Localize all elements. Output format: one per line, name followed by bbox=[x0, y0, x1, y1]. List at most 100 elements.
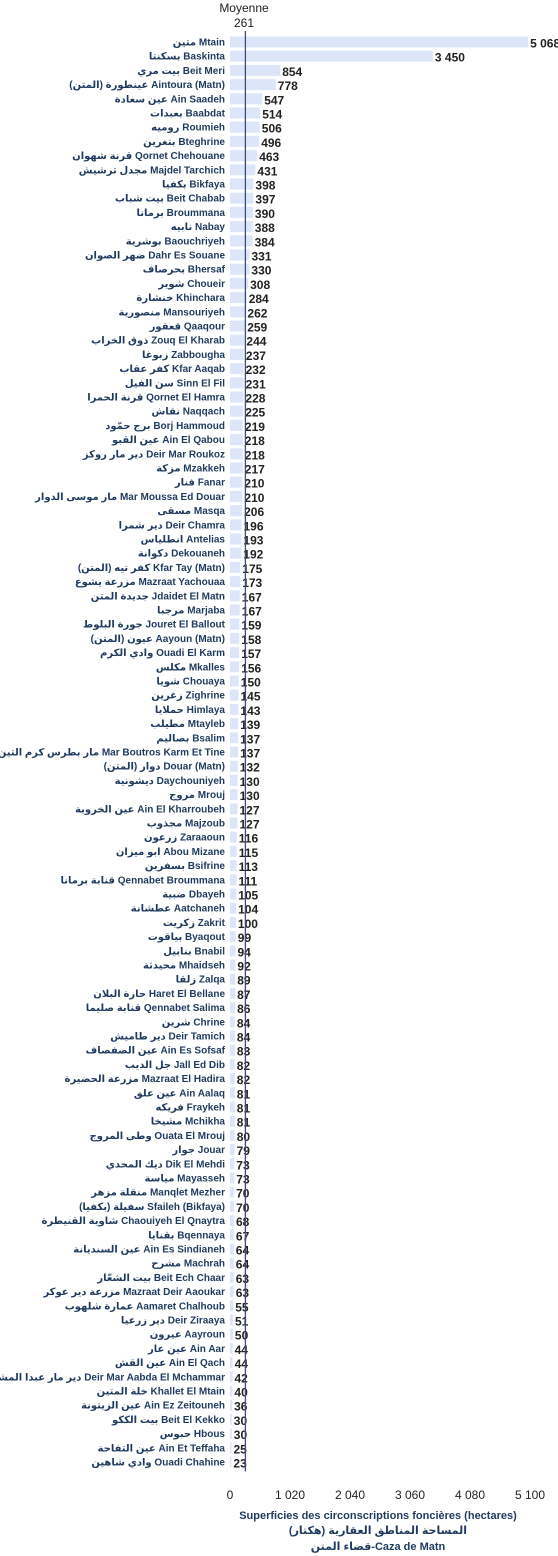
bar-row: بياقوت Byaqout 99 bbox=[148, 931, 251, 945]
category-label: بقنايا Bqennaya bbox=[148, 1230, 225, 1241]
category-label: كفر تيه (المتن) Kfar Tay (Matn) bbox=[78, 563, 225, 574]
bar-row: ضهر الصوان Dahr Es Souane 331 bbox=[85, 249, 272, 264]
bar bbox=[230, 1229, 234, 1241]
value-label: 192 bbox=[243, 548, 263, 562]
value-label: 84 bbox=[237, 1016, 251, 1030]
bar bbox=[230, 547, 242, 559]
category-label: قنابة صليما Qennabet Salima bbox=[86, 1003, 226, 1014]
value-label: 64 bbox=[236, 1244, 250, 1258]
bar-row: دير زرعيا Deir Ziraaya 51 bbox=[121, 1314, 249, 1329]
bar-row: بعبدات Baabdat 514 bbox=[150, 107, 283, 122]
category-label: عين الزيتونة Ain Ez Zeitouneh bbox=[81, 1401, 225, 1412]
x-tick-label: 0 bbox=[227, 1488, 234, 1502]
value-label: 127 bbox=[240, 818, 260, 832]
bar bbox=[230, 803, 238, 815]
category-label: دير مار عبدا المشمر Deir Mar Aabda El Mc… bbox=[0, 1372, 225, 1383]
bar-row: شرين Chrine 84 bbox=[162, 1016, 251, 1030]
bar-row: ضبية Dbayeh 105 bbox=[162, 888, 259, 903]
bar-row: نقاش Naqqach 225 bbox=[151, 405, 266, 420]
category-label: كفر عقاب Kfar Aaqab bbox=[119, 364, 225, 375]
value-label: 196 bbox=[244, 519, 264, 533]
bar-row: عين القبو Ain El Qabou 218 bbox=[111, 434, 265, 448]
value-label: 308 bbox=[250, 278, 270, 292]
bar bbox=[230, 718, 239, 730]
bar-row: دير مار عبدا المشمر Deir Mar Aabda El Mc… bbox=[0, 1371, 248, 1385]
category-label: منقلة مزهر Manqlet Mezher bbox=[90, 1188, 225, 1199]
value-label: 116 bbox=[239, 832, 259, 846]
bar-row: برج حمّود Borj Hammoud 219 bbox=[105, 419, 265, 434]
bar bbox=[230, 36, 529, 48]
value-label: 173 bbox=[242, 576, 262, 590]
bar-row: نابيه Nabay 388 bbox=[171, 221, 275, 235]
bar bbox=[230, 561, 241, 573]
bar-row: منقلة مزهر Manqlet Mezher 70 bbox=[90, 1186, 250, 1201]
value-label: 70 bbox=[236, 1187, 250, 1201]
category-label: مياسة Mayasseh bbox=[144, 1174, 225, 1185]
value-label: 193 bbox=[243, 534, 263, 548]
value-label: 175 bbox=[242, 562, 262, 576]
bar-row: زلقا Zalqa 89 bbox=[176, 973, 251, 988]
bar bbox=[230, 405, 244, 417]
value-label: 244 bbox=[246, 335, 266, 349]
bar bbox=[230, 675, 239, 687]
category-label: مطيلب Mtayleb bbox=[150, 719, 225, 730]
value-label: 73 bbox=[236, 1173, 250, 1187]
category-label: شويا Chouaya bbox=[156, 677, 225, 688]
bar bbox=[230, 774, 238, 786]
bar-row: مزرعة يشوع Mazraat Yachouaa 173 bbox=[75, 576, 263, 590]
bar bbox=[230, 292, 247, 304]
value-label: 104 bbox=[238, 903, 258, 917]
bar-row: دكوانة Dekouaneh 192 bbox=[138, 547, 264, 562]
bar-row: شوير Choueir 308 bbox=[157, 277, 270, 292]
value-label: 237 bbox=[246, 349, 266, 363]
value-label: 81 bbox=[237, 1102, 251, 1116]
bar bbox=[230, 348, 244, 360]
bar-row: مطيلب Mtayleb 139 bbox=[150, 718, 261, 732]
value-label: 81 bbox=[237, 1087, 251, 1101]
category-label: بسكنتا Baskinta bbox=[149, 52, 226, 63]
bar bbox=[230, 1002, 236, 1014]
category-label: ديك المحدي Dik El Mehdi bbox=[106, 1159, 225, 1170]
category-label: زكريت Zakrit bbox=[163, 918, 226, 929]
bar bbox=[230, 576, 241, 588]
category-label: برج حمّود Borj Hammoud bbox=[105, 421, 225, 432]
bar-row: عين الصفصاف Ain Es Sofsaf 83 bbox=[86, 1044, 251, 1059]
bar-row: قنابة برمانا Qennabet Broummana 111 bbox=[61, 874, 258, 888]
value-label: 5 068 bbox=[530, 37, 558, 51]
value-label: 25 bbox=[234, 1442, 248, 1456]
bar bbox=[230, 1200, 235, 1212]
bar bbox=[230, 1243, 234, 1255]
bar bbox=[230, 689, 239, 701]
value-label: 210 bbox=[244, 477, 264, 491]
bar-row: كفر تيه (المتن) Kfar Tay (Matn) 175 bbox=[78, 561, 263, 576]
value-label: 68 bbox=[236, 1215, 250, 1229]
value-label: 159 bbox=[241, 619, 261, 633]
category-label: دير طاميش Deir Tamich bbox=[110, 1032, 225, 1043]
bar-row: بكفيا Bikfaya 398 bbox=[162, 178, 276, 193]
bar-row: خنشارة Khinchara 284 bbox=[136, 292, 269, 306]
x-axis-label: Superficies des circonscriptions foncièr… bbox=[239, 1510, 517, 1553]
value-label: 50 bbox=[235, 1329, 249, 1343]
category-label: وادي الكرم Ouadi El Karm bbox=[100, 648, 225, 659]
category-label: سفيلة (بكفيا) Sfaileh (Bikfaya) bbox=[79, 1202, 225, 1213]
category-label: بصاليم Bsalim bbox=[156, 733, 225, 744]
category-label: بتغرين Bteghrine bbox=[143, 137, 225, 148]
value-label: 388 bbox=[255, 221, 275, 235]
x-tick-label: 4 080 bbox=[455, 1488, 485, 1502]
category-label: مكلس Mkalles bbox=[156, 662, 226, 673]
value-label: 130 bbox=[240, 789, 260, 803]
value-label: 463 bbox=[259, 150, 279, 164]
category-label: فنار Fanar bbox=[174, 478, 225, 489]
value-label: 137 bbox=[240, 747, 260, 761]
bar bbox=[230, 235, 253, 247]
category-label: دير زرعيا Deir Ziraaya bbox=[121, 1316, 226, 1327]
bar-row: دوار (المتن) Douar (Matn) 132 bbox=[104, 760, 260, 775]
bar bbox=[230, 164, 256, 176]
bar-row: متين Mtain 5 068 bbox=[173, 36, 558, 51]
value-label: 431 bbox=[257, 164, 277, 178]
value-label: 514 bbox=[262, 108, 282, 122]
category-label: ابو ميزان Abou Mizane bbox=[116, 847, 226, 858]
bar-row: مزرعة دير عوكر Mazraat Deir Aaoukar 63 bbox=[42, 1286, 249, 1300]
bar bbox=[230, 1314, 233, 1326]
category-label: عين التفاحة Ain Et Teffaha bbox=[98, 1443, 226, 1454]
